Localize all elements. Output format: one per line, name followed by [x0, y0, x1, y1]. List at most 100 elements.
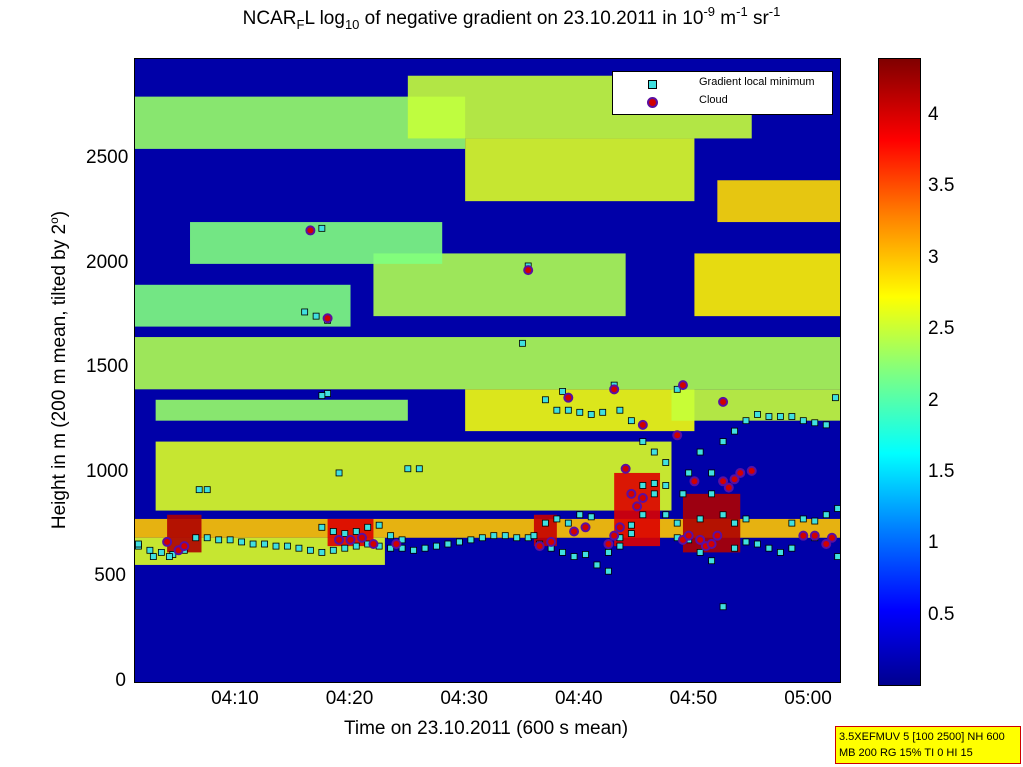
gradient-minimum-marker — [410, 546, 417, 554]
legend: Gradient local minimum Cloud — [612, 71, 833, 115]
gradient-minimum-marker — [387, 532, 395, 540]
colorbar-tick-label: 2.5 — [928, 318, 955, 340]
gradient-minimum-marker — [157, 548, 165, 556]
gradient-minimum-marker — [708, 557, 716, 565]
cloud-marker — [637, 419, 648, 430]
gradient-minimum-marker — [203, 486, 211, 494]
gradient-minimum-marker — [513, 534, 521, 542]
gradient-minimum-marker — [192, 534, 200, 542]
cloud-marker — [821, 539, 832, 550]
gradient-minimum-marker — [754, 411, 761, 418]
colorbar-tick-label: 3 — [928, 246, 939, 268]
gradient-minimum-marker — [335, 469, 343, 477]
gradient-minimum-marker — [541, 396, 549, 404]
gradient-minimum-marker — [312, 312, 320, 320]
gradient-minimum-marker — [329, 528, 337, 535]
cloud-marker — [677, 380, 688, 391]
gradient-minimum-marker — [650, 479, 658, 487]
heatmap-cell — [373, 253, 626, 317]
gradient-minimum-marker — [616, 406, 624, 414]
chart-title: NCARFL log10 of negative gradient on 23.… — [242, 4, 781, 32]
gradient-minimum-marker — [765, 544, 773, 552]
gradient-minimum-marker — [444, 540, 452, 548]
heatmap-cell — [717, 180, 840, 223]
cloud-marker — [706, 539, 717, 550]
cloud-marker — [305, 225, 316, 236]
y-axis-label: Height in m (200 m mean, tilted by 2o) — [47, 210, 70, 530]
gradient-minimum-marker — [731, 544, 738, 552]
gradient-minimum-marker — [662, 482, 670, 489]
cloud-marker — [798, 530, 809, 541]
cloud-marker — [609, 384, 620, 395]
cloud-marker — [718, 476, 729, 487]
gradient-minimum-marker — [149, 553, 157, 560]
y-tick-label: 2000 — [86, 251, 129, 273]
gradient-minimum-marker — [587, 513, 595, 521]
cloud-marker — [729, 474, 740, 485]
cloud-marker — [345, 534, 356, 545]
gradient-minimum-marker — [195, 486, 203, 494]
gradient-minimum-marker — [375, 521, 383, 529]
gradient-minimum-marker — [501, 532, 509, 540]
plot-area: Gradient local minimum Cloud — [134, 58, 841, 683]
gradient-minimum-marker — [708, 469, 716, 477]
x-tick-label: 04:50 — [669, 688, 718, 709]
colorbar-tick-label: 1 — [928, 532, 939, 554]
gradient-minimum-marker — [272, 542, 280, 550]
gradient-minimum-marker — [627, 417, 635, 425]
gradient-minimum-marker — [605, 567, 612, 575]
gradient-minimum-marker — [811, 419, 819, 427]
gradient-minimum-marker — [456, 538, 463, 546]
gradient-minimum-marker — [306, 546, 314, 554]
y-tick-label: 0 — [115, 670, 126, 691]
gradient-minimum-marker — [662, 459, 670, 466]
gradient-minimum-marker — [650, 448, 658, 456]
legend-entry-cloud: Cloud — [613, 94, 832, 110]
gradient-minimum-marker — [696, 448, 704, 456]
gradient-minimum-marker — [599, 408, 607, 416]
colorbar-tick-label: 4 — [928, 104, 939, 126]
gradient-minimum-marker — [421, 544, 429, 552]
gradient-minimum-marker — [301, 308, 309, 316]
gradient-minimum-marker — [238, 538, 246, 546]
cloud-marker — [735, 467, 746, 478]
heatmap-cell — [135, 284, 351, 327]
gradient-minimum-marker — [650, 490, 658, 498]
gradient-minimum-marker — [564, 519, 572, 527]
gradient-minimum-marker — [530, 532, 538, 540]
gradient-minimum-marker — [708, 490, 716, 498]
gradient-minimum-marker — [696, 548, 704, 556]
gradient-minimum-marker — [404, 465, 412, 473]
gradient-minimum-marker — [295, 544, 303, 552]
y-tick-label: 1000 — [86, 460, 129, 482]
gradient-minimum-marker — [318, 224, 326, 232]
gradient-minimum-marker — [742, 417, 750, 425]
cloud-marker — [569, 526, 580, 537]
gradient-minimum-marker — [318, 392, 326, 399]
gradient-minimum-marker — [329, 546, 337, 554]
cloud-marker — [368, 539, 379, 550]
cloud-marker — [179, 541, 190, 552]
cloud-marker — [580, 522, 591, 533]
gradient-minimum-marker — [627, 530, 635, 537]
cloud-marker — [632, 501, 643, 512]
gradient-minimum-marker — [639, 511, 647, 519]
gradient-minimum-marker — [788, 544, 796, 552]
gradient-minimum-marker — [576, 408, 584, 416]
gradient-minimum-marker — [788, 413, 796, 420]
gradient-minimum-marker — [570, 553, 578, 560]
colorbar-tick-label: 3.5 — [928, 175, 955, 197]
gradient-minimum-marker — [765, 413, 773, 420]
legend-label-cloud: Cloud — [699, 94, 728, 106]
gradient-minimum-marker — [341, 530, 349, 537]
cloud-marker — [603, 539, 614, 550]
heatmap-cell — [135, 337, 840, 390]
gradient-minimum-marker — [593, 561, 601, 569]
gradient-minimum-marker — [203, 534, 211, 542]
gradient-minimum-marker — [731, 519, 738, 527]
gradient-minimum-marker — [639, 482, 647, 489]
gradient-minimum-marker — [731, 427, 738, 435]
heatmap-cell — [135, 518, 840, 538]
gradient-minimum-marker — [318, 523, 326, 531]
y-tick-label: 500 — [94, 565, 126, 587]
